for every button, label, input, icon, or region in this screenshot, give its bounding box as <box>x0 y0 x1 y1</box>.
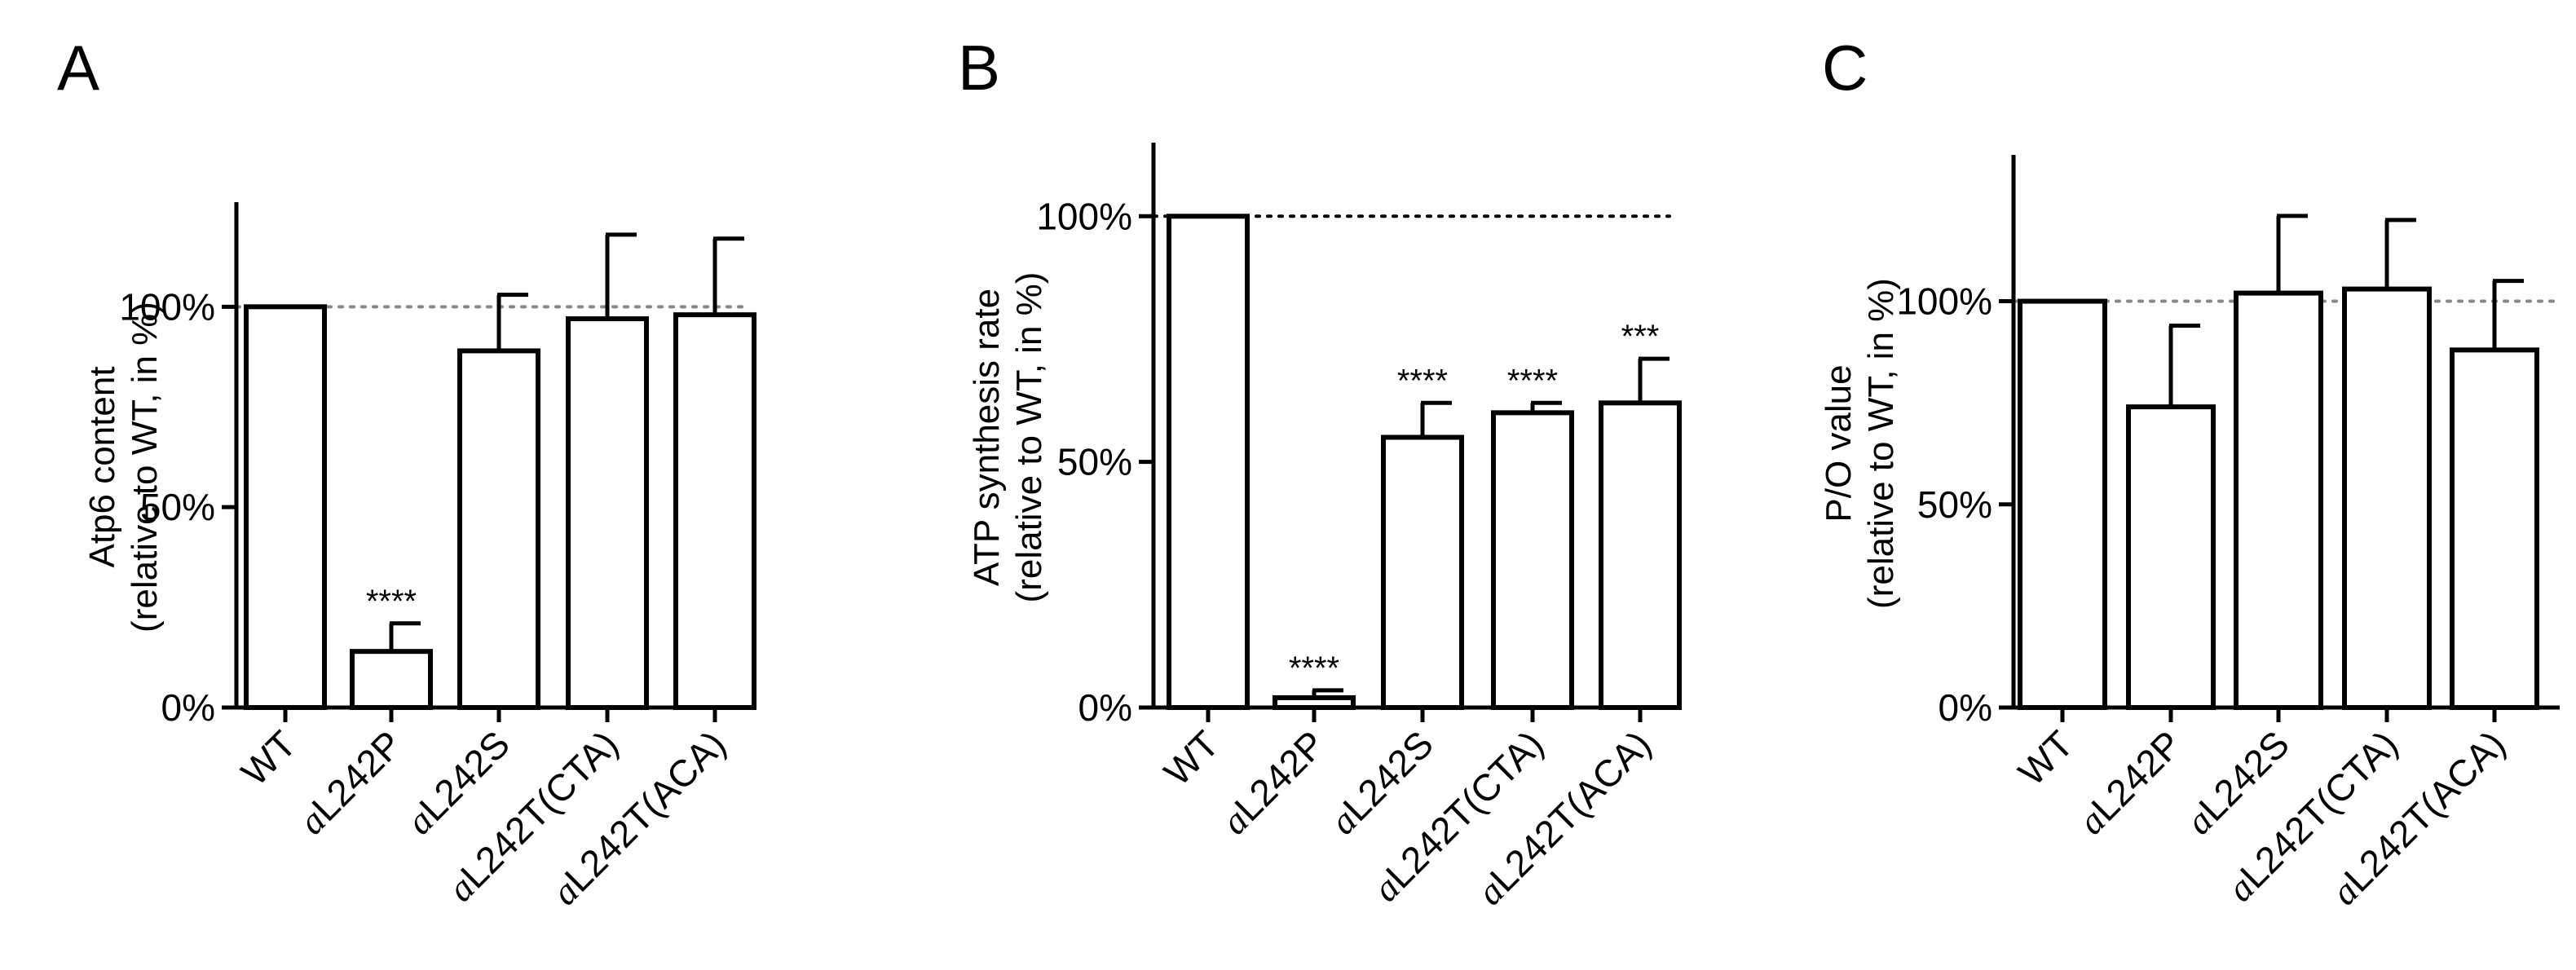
x-tick-label-text: L242S <box>1334 722 1441 829</box>
panel-label: C <box>1822 32 1868 104</box>
x-tick-label: WT <box>2010 722 2081 793</box>
panel-label: A <box>57 32 99 104</box>
significance-marker: **** <box>366 584 417 619</box>
bar <box>1599 400 1682 710</box>
y-tick-label: 50% <box>1057 441 1132 483</box>
x-tick-label-text: WT <box>1156 722 1227 793</box>
x-tick-label: WT <box>1156 722 1227 793</box>
bar <box>2342 286 2432 711</box>
bar <box>566 316 649 710</box>
significance-marker: **** <box>1397 363 1448 399</box>
x-tick-label-text: L242S <box>411 722 518 829</box>
panel-label: B <box>958 32 1000 104</box>
bar <box>673 312 756 710</box>
y-tick-label: 50% <box>1917 483 1992 526</box>
bar <box>350 649 433 711</box>
bar <box>1381 434 1464 710</box>
x-tick-label: aL242P <box>290 722 410 842</box>
y-axis-label: Atp6 content <box>82 366 122 567</box>
x-tick-label-text: L242S <box>2190 722 2297 829</box>
x-tick-label-text: L242P <box>303 722 410 829</box>
x-tick-label: WT <box>233 722 304 793</box>
significance-marker: **** <box>1507 363 1558 399</box>
y-axis-label-sub: (relative to WT, in %) <box>125 302 165 633</box>
bar <box>2126 404 2216 710</box>
bar <box>244 304 327 710</box>
y-tick-label: 100% <box>119 285 215 328</box>
y-axis-label: P/O value <box>1819 364 1859 522</box>
x-tick-label: aL242P <box>1213 722 1333 842</box>
bar <box>2018 298 2107 710</box>
y-tick-label: 0% <box>1939 686 1992 729</box>
y-axis-label-sub: (relative to WT, in %) <box>1861 278 1901 609</box>
panel-a: A Atp6 content (relative to WT, in %) **** 0… <box>57 32 756 913</box>
bar <box>2234 290 2323 710</box>
bar <box>457 348 540 710</box>
y-tick-label: 100% <box>1036 195 1132 237</box>
x-tick-label: aL242P <box>2070 722 2190 842</box>
y-tick-label: 0% <box>1078 686 1132 729</box>
y-tick-label: 100% <box>1896 280 1992 323</box>
x-tick-label-text: L242P <box>1226 722 1333 829</box>
y-axis-label-sub: (relative to WT, in %) <box>1009 272 1049 603</box>
bar <box>1491 410 1574 710</box>
panel-b: B ATP synthesis rate (relative to WT, in %… <box>958 32 1682 913</box>
panel-c: C P/O value (relative to WT, in %) 0% 50% 100… <box>1819 32 2561 913</box>
significance-marker: **** <box>1289 650 1339 686</box>
y-tick-label: 0% <box>161 686 215 729</box>
bar <box>1167 214 1250 711</box>
x-tick-label-text: WT <box>2010 722 2081 793</box>
significance-marker: *** <box>1621 319 1660 355</box>
x-tick-label-text: L242P <box>2083 722 2190 829</box>
x-tick-label-text: WT <box>233 722 304 793</box>
bar <box>2450 347 2539 710</box>
y-axis-label: ATP synthesis rate <box>967 289 1007 586</box>
y-tick-label: 50% <box>140 486 215 528</box>
